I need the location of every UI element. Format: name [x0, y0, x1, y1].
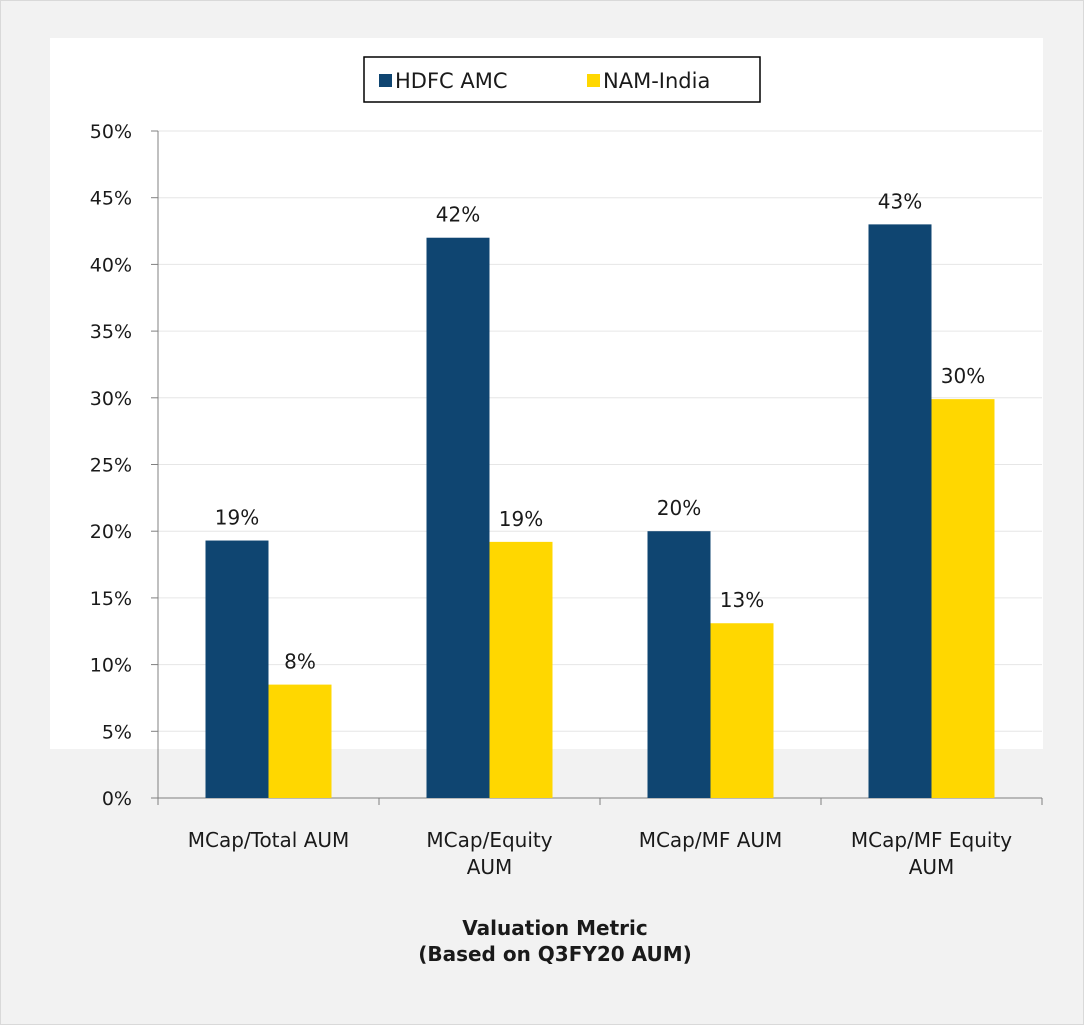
legend-box [363, 56, 761, 103]
x-axis-title: (Based on Q3FY20 AUM) [418, 942, 692, 966]
x-axis-title: Valuation Metric [462, 916, 647, 940]
x-category-label: MCap/Equity [426, 828, 552, 852]
y-tick-label: 40% [90, 254, 132, 276]
x-category-label: MCap/MF AUM [639, 828, 783, 852]
data-label-hdfc-amc: 43% [878, 189, 922, 213]
y-tick-label: 50% [90, 121, 132, 143]
bar-hdfc-amc [647, 531, 711, 798]
y-tick-label: 15% [90, 588, 132, 610]
data-label-hdfc-amc: 42% [436, 203, 480, 227]
y-tick-label: 35% [90, 321, 132, 343]
data-label-nam-india: 8% [284, 650, 316, 674]
y-tick-label: 0% [102, 788, 132, 810]
bar-nam-india [268, 684, 332, 798]
bar-nam-india [489, 541, 553, 798]
y-tick-label: 25% [90, 455, 132, 477]
legend-swatch-hdfc-amc [379, 74, 392, 87]
bar-nam-india [931, 399, 995, 798]
legend-swatch-nam-india [587, 74, 600, 87]
y-tick-label: 20% [90, 521, 132, 543]
y-tick-label: 10% [90, 655, 132, 677]
x-category-label: AUM [467, 855, 513, 879]
legend-label-nam-india: NAM-India [603, 69, 710, 93]
y-tick-label: 30% [90, 388, 132, 410]
x-category-label: MCap/Total AUM [188, 828, 350, 852]
data-label-nam-india: 13% [720, 588, 764, 612]
data-label-hdfc-amc: 20% [657, 496, 701, 520]
data-label-hdfc-amc: 19% [215, 506, 259, 530]
y-tick-label: 5% [102, 721, 132, 743]
bar-hdfc-amc [205, 540, 269, 798]
legend-label-hdfc-amc: HDFC AMC [395, 69, 508, 93]
x-category-label: AUM [909, 855, 955, 879]
bar-hdfc-amc [426, 237, 490, 799]
data-label-nam-india: 19% [499, 507, 543, 531]
bar-nam-india [710, 623, 774, 798]
data-label-nam-india: 30% [941, 364, 985, 388]
y-tick-label: 45% [90, 188, 132, 210]
x-category-label: MCap/MF Equity [851, 828, 1012, 852]
bar-hdfc-amc [868, 224, 932, 798]
